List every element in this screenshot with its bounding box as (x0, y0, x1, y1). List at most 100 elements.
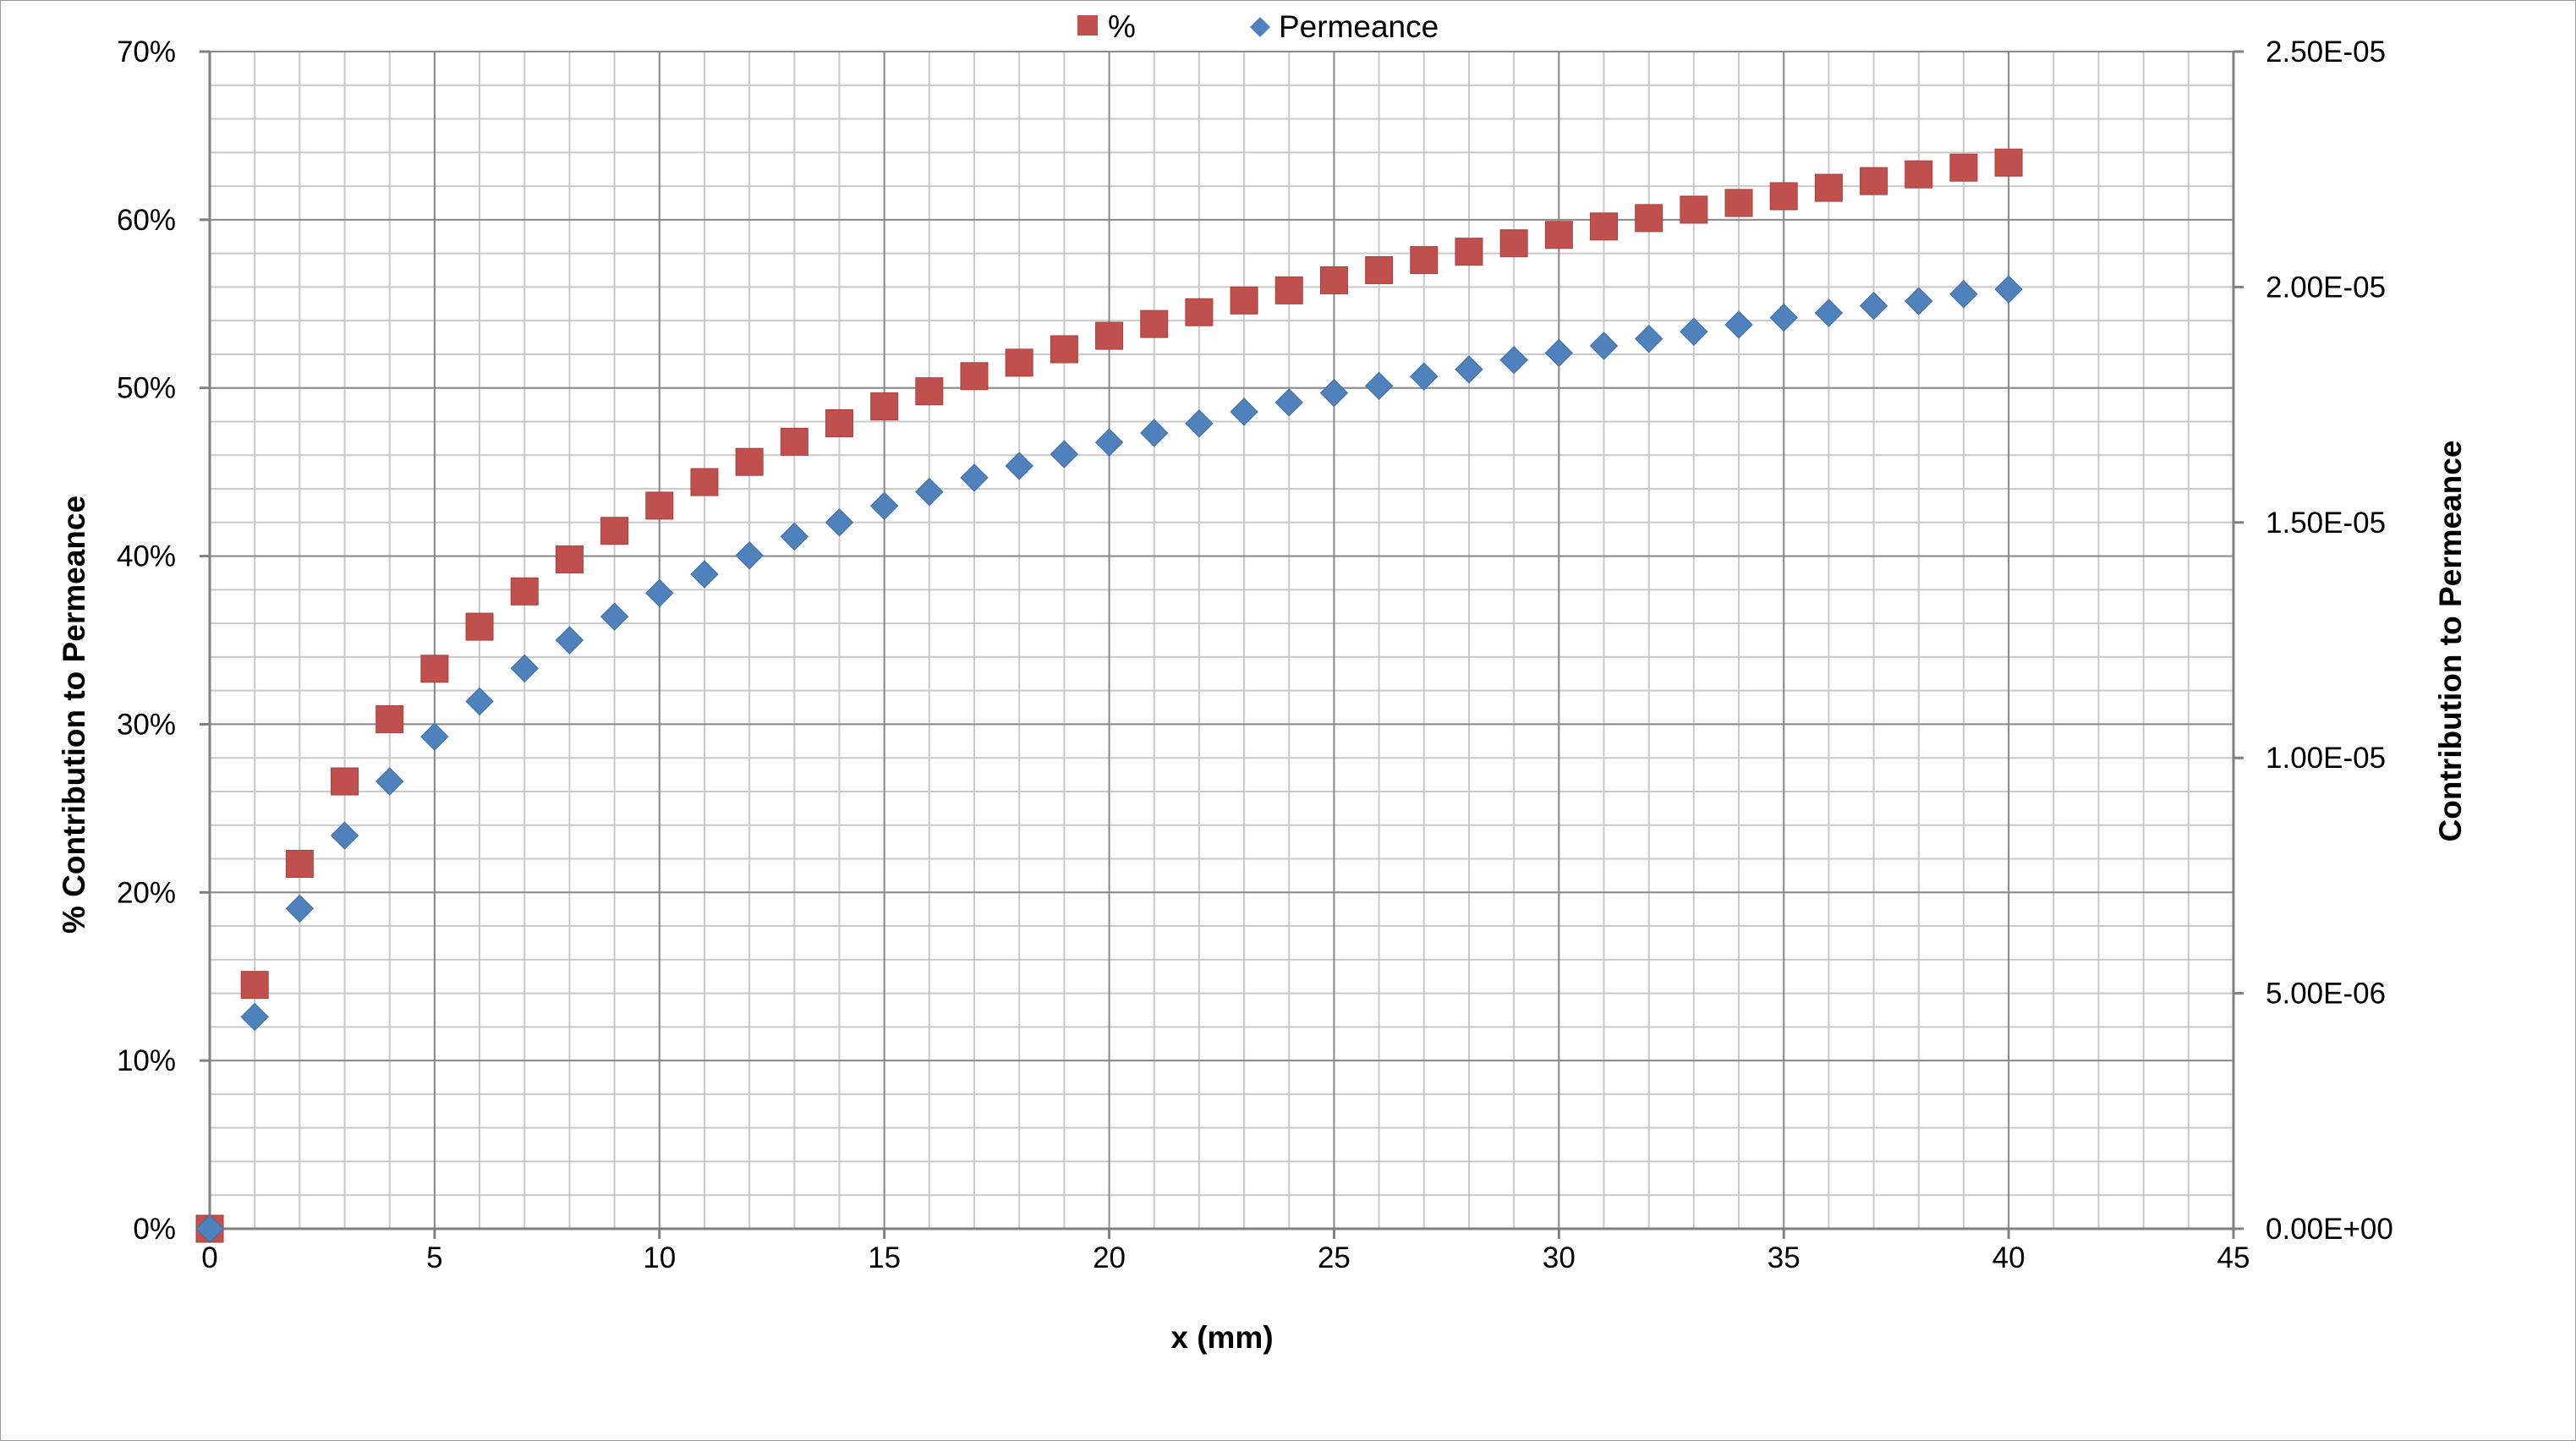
y-right-tick-label: 1.50E-05 (2266, 507, 2386, 540)
x-tick-label: 40 (1992, 1241, 2025, 1274)
data-point-permeance (195, 1214, 224, 1243)
y-left-tick-label: 10% (117, 1044, 176, 1077)
data-point-permeance (825, 508, 854, 537)
data-point-permeance (1634, 324, 1663, 353)
data-point-permeance (735, 541, 764, 570)
data-point-percent (735, 447, 764, 476)
y-left-tick-label: 20% (117, 876, 176, 909)
data-point-percent (870, 392, 899, 421)
y-right-tick-label: 2.50E-05 (2266, 36, 2386, 68)
y-left-tick-label: 50% (117, 372, 176, 405)
data-point-permeance (1319, 378, 1349, 408)
data-point-percent (1319, 266, 1348, 294)
data-point-percent (1635, 204, 1663, 233)
data-point-percent (1410, 246, 1439, 275)
legend-marker-permeance (1250, 17, 1270, 37)
data-point-permeance (1949, 280, 1978, 309)
data-point-percent (1365, 256, 1394, 285)
data-point-percent (420, 655, 449, 683)
data-point-percent (1769, 182, 1798, 211)
data-point-percent (600, 517, 629, 545)
data-point-permeance (465, 687, 494, 716)
data-point-permeance (1994, 275, 2023, 304)
data-point-percent (915, 377, 944, 406)
y-right-tick-label: 0.00E+00 (2266, 1213, 2393, 1246)
y-right-tick-label: 1.00E-05 (2266, 742, 2386, 775)
data-point-permeance (1094, 428, 1124, 457)
data-point-percent (1185, 298, 1214, 326)
data-point-percent (1949, 153, 1978, 182)
data-point-permeance (869, 491, 899, 521)
data-point-permeance (1140, 419, 1169, 447)
data-point-percent (690, 468, 719, 496)
data-point-permeance (555, 626, 584, 655)
data-point-percent (960, 362, 989, 391)
data-point-percent (240, 971, 269, 1000)
y-right-tick-label: 2.00E-05 (2266, 271, 2386, 304)
y-right-axis-title: Contribution to Permeance (2433, 441, 2468, 842)
data-point-permeance (1364, 371, 1394, 401)
y-left-tick-label: 0% (133, 1213, 176, 1246)
x-axis-title: x (mm) (1170, 1320, 1273, 1355)
axes (200, 50, 2244, 1239)
y-right-tick-label: 5.00E-06 (2266, 978, 2386, 1011)
data-point-permeance (1499, 345, 1528, 375)
x-tick-label: 25 (1318, 1241, 1351, 1274)
data-point-percent (1140, 310, 1169, 338)
x-tick-labels: 0 5 10 15 20 25 30 35 40 45 (201, 1241, 2250, 1274)
data-point-percent (780, 427, 808, 456)
data-point-permeance (1544, 338, 1574, 368)
data-point-percent (1724, 189, 1753, 217)
data-point-percent (510, 577, 539, 605)
data-point-permeance (1769, 303, 1798, 332)
data-point-permeance (1410, 362, 1439, 391)
data-point-permeance (1005, 452, 1033, 480)
data-point-permeance (600, 602, 629, 631)
series-layer (195, 148, 2023, 1243)
y-left-tick-label: 60% (117, 204, 176, 237)
minor-grid (209, 51, 2234, 1230)
data-point-permeance (960, 463, 989, 492)
data-point-percent (1544, 221, 1573, 249)
data-point-percent (1860, 167, 1888, 195)
y-left-axis-title: % Contribution to Permeance (57, 496, 91, 934)
x-tick-label: 15 (868, 1241, 901, 1274)
data-point-permeance (1814, 299, 1844, 327)
x-tick-label: 10 (643, 1241, 676, 1274)
legend: % Permeance (1077, 9, 1439, 44)
data-point-percent (1499, 229, 1528, 258)
y-left-tick-labels: 0% 10% 20% 30% 40% 50% 60% 70% (117, 36, 176, 1246)
data-point-permeance (285, 894, 315, 923)
x-tick-label: 35 (1768, 1241, 1800, 1274)
data-point-permeance (1680, 317, 1708, 347)
y-left-tick-label: 30% (117, 708, 176, 741)
data-point-permeance (375, 767, 404, 796)
data-point-permeance (420, 722, 449, 751)
data-point-permeance (1185, 409, 1214, 438)
x-tick-label: 30 (1543, 1241, 1576, 1274)
data-point-percent (375, 704, 404, 733)
data-point-permeance (1274, 388, 1303, 417)
y-right-tick-labels: 0.00E+00 5.00E-06 1.00E-05 1.50E-05 2.00E-05… (2266, 36, 2393, 1246)
data-point-percent (1005, 348, 1033, 377)
data-point-percent (285, 849, 314, 878)
data-point-permeance (1050, 440, 1079, 468)
major-grid (209, 51, 2234, 1230)
data-point-permeance (1589, 331, 1619, 360)
data-point-permeance (1905, 287, 1933, 315)
data-point-permeance (510, 654, 539, 683)
data-point-permeance (690, 560, 719, 589)
x-tick-label: 45 (2217, 1241, 2250, 1274)
data-point-permeance (330, 821, 359, 850)
data-point-percent (555, 545, 584, 574)
legend-label-percent: % (1108, 9, 1136, 44)
data-point-permeance (1455, 355, 1483, 384)
data-point-percent (1230, 286, 1258, 315)
data-point-percent (1994, 148, 2023, 177)
series-permeance (195, 275, 2023, 1243)
data-point-percent (1274, 276, 1303, 304)
data-point-percent (1050, 335, 1078, 364)
data-point-percent (1680, 195, 1708, 224)
x-tick-label: 20 (1093, 1241, 1126, 1274)
